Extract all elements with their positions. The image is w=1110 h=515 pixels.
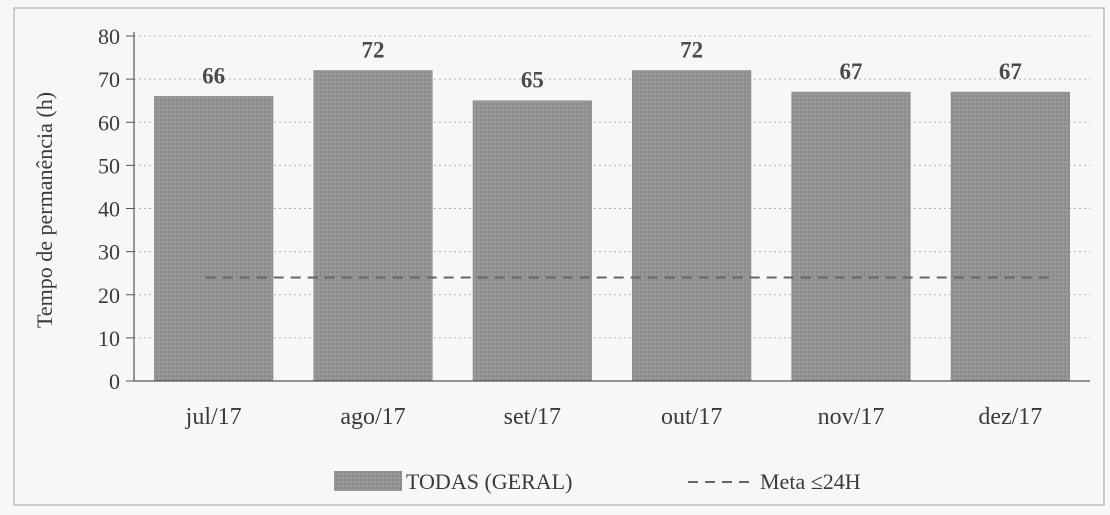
axes: 0 10 20 30 40 50 60 70 80 jul/17 ago/17 set/17 out/1… <box>98 24 1090 430</box>
x-category-label: jul/17 <box>185 404 242 430</box>
bar-jul-17 <box>154 96 274 382</box>
data-label: 67 <box>999 59 1022 84</box>
x-category-label: set/17 <box>504 404 561 430</box>
data-label: 72 <box>680 38 703 63</box>
data-label: 66 <box>202 63 225 88</box>
bar-out-17 <box>632 70 752 382</box>
x-category-label: out/17 <box>661 404 722 430</box>
legend-label-meta: Meta ≤24H <box>760 469 861 494</box>
y-tick-label: 50 <box>98 153 120 178</box>
y-tick-label: 70 <box>98 67 120 92</box>
legend-label-todas: TODAS (GERAL) <box>406 469 572 494</box>
data-label: 65 <box>521 68 544 93</box>
y-tick-label: 40 <box>98 197 120 222</box>
gridlines <box>134 35 1090 339</box>
y-tick-label: 80 <box>98 24 120 49</box>
bar-dez-17 <box>950 91 1070 382</box>
data-labels: 66 72 65 72 67 67 <box>202 38 1022 93</box>
y-tick-label: 0 <box>109 369 120 394</box>
x-category-label: dez/17 <box>978 404 1042 430</box>
y-tick-label: 20 <box>98 283 120 308</box>
data-label: 72 <box>362 38 385 63</box>
y-axis-title: Tempo de permanência (h) <box>32 92 57 328</box>
y-tick-label: 30 <box>98 240 120 265</box>
bar-set-17 <box>472 100 592 382</box>
x-category-label: ago/17 <box>340 404 405 430</box>
y-tick-label: 10 <box>98 326 120 351</box>
bar-nov-17 <box>791 91 911 382</box>
data-label: 67 <box>840 59 863 84</box>
bars <box>154 70 1070 382</box>
y-tick-label: 60 <box>98 110 120 135</box>
bar-ago-17 <box>313 70 433 382</box>
chart-frame <box>13 7 1105 506</box>
legend-swatch-todas <box>334 471 402 491</box>
x-category-label: nov/17 <box>818 404 885 430</box>
legend: TODAS (GERAL) Meta ≤24H <box>334 469 861 494</box>
